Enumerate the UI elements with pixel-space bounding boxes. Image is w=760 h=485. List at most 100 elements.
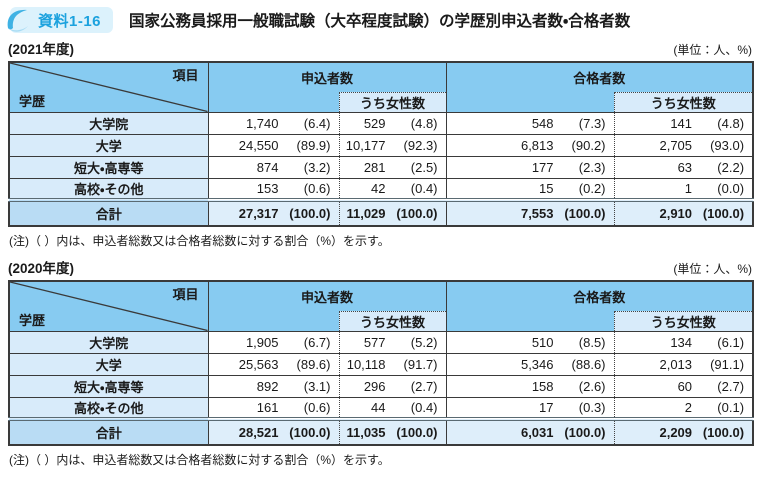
document-header: 資料1-16 国家公務員採用一般職試験（大卒程度試験）の学歴別申込者数・合格者数 — [7, 7, 752, 33]
corner-label-education: 学歴 — [19, 312, 46, 328]
table-sections: (2021年度) (単位：人、%) 項目 学歴 申込者数 合格者数 — [8, 38, 755, 468]
percent: (0.3) — [578, 399, 606, 415]
applicants-women-cell: 281 (2.5) — [338, 155, 447, 178]
applicants-women-cell: 42 (0.4) — [338, 177, 447, 200]
applicants-total-cell: 874 (3.2) — [207, 155, 339, 178]
education-label: 大学院 — [8, 111, 208, 134]
corner-header-cell: 項目 学歴 — [9, 281, 208, 331]
header-row-sub: うち女性数 うち女性数 — [9, 91, 754, 112]
percent: (3.1) — [303, 378, 331, 394]
total-row: 合計 27,317 (100.0) 11,029 (100.0) 7,553 (100.0)… — [8, 198, 754, 226]
percent: (7.3) — [578, 115, 606, 131]
education-row: 大学 24,550 (89.9) 10,177 (92.3) 6,813 (90.2) 2,7… — [8, 133, 754, 156]
value: 25,563 — [238, 356, 279, 372]
percent: (0.0) — [717, 180, 745, 196]
education-stats-table: 項目 学歴 申込者数 合格者数 うち女性数 うち女性数 大学院 1,740 (6.4… — [8, 61, 755, 227]
passers-women-cell: 60 (2.7) — [613, 374, 754, 397]
education-stats-table: 項目 学歴 申込者数 合格者数 うち女性数 うち女性数 大学院 1,905 (6.7… — [8, 280, 755, 446]
value: 6,813 — [520, 137, 554, 153]
value: 60 — [677, 378, 693, 394]
corner-label-item: 項目 — [172, 68, 199, 83]
percent: (90.2) — [571, 137, 606, 153]
value: 7,553 — [520, 206, 554, 221]
value: 44 — [371, 399, 386, 415]
percent: (0.2) — [578, 180, 606, 196]
education-row: 大学 25,563 (89.6) 10,118 (91.7) 5,346 (88.6) 2,0… — [8, 352, 754, 375]
applicants-women-cell: 529 (4.8) — [338, 111, 447, 134]
education-label: 高校・その他 — [8, 396, 208, 419]
value: 17 — [539, 399, 554, 415]
reference-badge: 資料1-16 — [7, 7, 114, 33]
percent: (0.1) — [717, 399, 745, 415]
passers-total-cell: 548 (7.3) — [445, 111, 615, 134]
applicants-women-cell: 577 (5.2) — [338, 330, 447, 353]
percent: (100.0) — [396, 206, 438, 221]
passers-total-subheader — [445, 92, 615, 112]
education-row: 大学院 1,740 (6.4) 529 (4.8) 548 (7.3) 141 (4.8) — [8, 111, 754, 134]
percent: (100.0) — [289, 206, 331, 221]
value: 1,740 — [245, 115, 279, 131]
value: 892 — [256, 378, 279, 394]
value: 15 — [539, 180, 554, 196]
education-row: 短大・高専等 892 (3.1) 296 (2.7) 158 (2.6) 60 (2.7) — [8, 374, 754, 397]
corner-header-cell: 項目 学歴 — [9, 62, 208, 112]
applicants-women-cell: 11,035 (100.0) — [338, 417, 447, 445]
year-section: (2021年度) (単位：人、%) 項目 学歴 申込者数 合格者数 — [8, 38, 755, 249]
percent: (4.8) — [717, 115, 745, 131]
percent: (0.4) — [410, 399, 438, 415]
table-note: (注)（ ）内は、申込者総数又は合格者総数に対する割合（%）を示す。 — [9, 453, 390, 467]
value: 161 — [256, 399, 279, 415]
passers-women-cell: 1 (0.0) — [613, 177, 754, 200]
education-row: 短大・高専等 874 (3.2) 281 (2.5) 177 (2.3) 63 (2.2) — [8, 155, 754, 178]
applicants-total-cell: 153 (0.6) — [207, 177, 339, 200]
value: 2,013 — [659, 356, 693, 372]
badge-label: 資料1-16 — [38, 12, 102, 30]
value: 510 — [531, 334, 554, 350]
total-row: 合計 28,521 (100.0) 11,035 (100.0) 6,031 (100.0)… — [8, 417, 754, 445]
value: 153 — [256, 180, 279, 196]
passers-group-header: 合格者数 — [445, 281, 754, 311]
education-row: 高校・その他 161 (0.6) 44 (0.4) 17 (0.3) 2 (0.1) — [8, 396, 754, 419]
percent: (2.7) — [717, 378, 745, 394]
value: 548 — [531, 115, 554, 131]
total-label: 合計 — [8, 198, 208, 226]
applicants-total-cell: 1,740 (6.4) — [207, 111, 339, 134]
percent: (2.5) — [410, 159, 438, 175]
percent: (92.3) — [403, 137, 438, 153]
percent: (89.6) — [296, 356, 331, 372]
applicants-group-header: 申込者数 — [207, 281, 447, 311]
passers-women-cell: 2 (0.1) — [613, 396, 754, 419]
passers-women-cell: 2,705 (93.0) — [613, 133, 754, 156]
percent: (0.6) — [303, 399, 331, 415]
value: 874 — [256, 159, 279, 175]
year-label: (2021年度) — [8, 42, 75, 57]
percent: (100.0) — [564, 425, 606, 440]
value: 141 — [670, 115, 693, 131]
applicants-total-subheader — [207, 92, 339, 112]
percent: (5.2) — [410, 334, 438, 350]
percent: (0.4) — [410, 180, 438, 196]
header-row-groups: 項目 学歴 申込者数 合格者数 — [9, 62, 754, 112]
percent: (100.0) — [702, 425, 745, 440]
value: 42 — [371, 180, 386, 196]
percent: (100.0) — [564, 206, 606, 221]
education-label: 短大・高専等 — [8, 155, 208, 178]
value: 5,346 — [520, 356, 554, 372]
unit-label: (単位：人、%) — [673, 262, 752, 276]
value: 2,209 — [659, 425, 693, 440]
passers-total-cell: 5,346 (88.6) — [445, 352, 615, 375]
passers-women-subheader: うち女性数 — [613, 310, 754, 331]
applicants-women-cell: 10,177 (92.3) — [338, 133, 447, 156]
value: 11,029 — [346, 206, 386, 221]
percent: (88.6) — [571, 356, 606, 372]
passers-total-cell: 6,031 (100.0) — [445, 417, 615, 445]
unit-label: (単位：人、%) — [673, 43, 752, 57]
applicants-women-subheader: うち女性数 — [338, 91, 447, 112]
value: 577 — [363, 334, 386, 350]
diagonal-line — [10, 63, 208, 112]
value: 28,521 — [238, 425, 279, 440]
applicants-women-cell: 296 (2.7) — [338, 374, 447, 397]
value: 158 — [531, 378, 554, 394]
passers-total-cell: 7,553 (100.0) — [445, 198, 615, 226]
value: 134 — [670, 334, 693, 350]
